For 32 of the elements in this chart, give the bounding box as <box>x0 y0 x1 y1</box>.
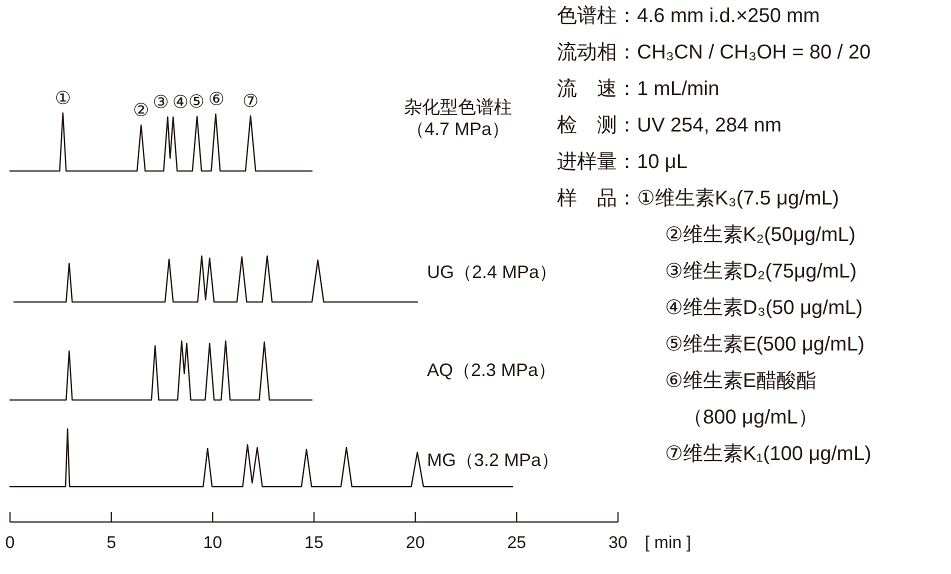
x-tick-label: 0 <box>5 533 15 552</box>
text: ③维生素D₂(75μg/mL) <box>665 260 857 282</box>
text: 色谱柱：4.6 mm i.d.×250 mm <box>557 5 820 27</box>
text: AQ（2.3 MPa） <box>427 360 556 380</box>
x-tick-label: 30 <box>608 533 628 552</box>
text: ⑥维生素E醋酸酯 <box>665 370 816 392</box>
x-tick-label: 25 <box>507 533 526 552</box>
annotation: ⑤ <box>188 91 204 112</box>
x-tick-label: 20 <box>406 533 425 552</box>
text: （800 μg/mL） <box>683 406 818 428</box>
text: 流动相：CH₃CN / CH₃OH = 80 / 20 <box>557 42 871 64</box>
text: 杂化型色谱柱（4.7 MPa） <box>404 97 512 139</box>
text: 样 品：①维生素K₃(7.5 μg/mL) <box>557 188 840 210</box>
annotation: 检 测：UV 254, 284 nm <box>557 114 782 136</box>
x-tick-label: 10 <box>203 533 222 552</box>
annotation: 进样量：10 μL <box>557 151 688 173</box>
annotation: ② <box>133 100 150 120</box>
x-tick-label: 5 <box>106 533 116 552</box>
annotation: ① <box>54 88 71 108</box>
x-tick-label: 15 <box>304 533 324 552</box>
annotation: ⑦ <box>242 90 259 111</box>
text: ⑦维生素K₁(100 μg/mL) <box>665 443 872 465</box>
annotation: ④ <box>172 92 188 112</box>
x-axis-title: [ min ] <box>644 533 692 552</box>
annotation: ⑥ <box>208 89 224 110</box>
text: ⑤维生素E(500 μg/mL) <box>665 334 865 356</box>
series-label: MG（3.2 MPa） <box>427 450 560 470</box>
series-label: UG（2.4 MPa） <box>427 262 558 282</box>
annotation: ③ <box>152 92 169 112</box>
text: ②维生素K₂(50μg/mL) <box>665 224 856 246</box>
text: ④维生素D₃(50 μg/mL) <box>665 297 863 319</box>
text: 流 速：1 mL/min <box>557 78 720 100</box>
